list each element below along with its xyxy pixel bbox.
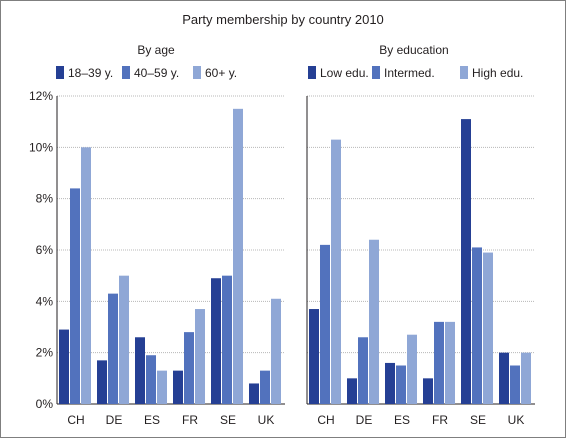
legend-swatch — [193, 66, 201, 79]
legend-label: Low edu. — [320, 66, 369, 80]
bar — [249, 383, 259, 404]
panel-subtitle: By age — [137, 43, 175, 57]
bar — [195, 309, 205, 404]
y-tick-label: 12% — [29, 89, 53, 103]
bar — [483, 252, 493, 404]
legend-swatch — [372, 66, 380, 79]
x-tick-label: DE — [356, 413, 373, 427]
bar — [445, 321, 455, 404]
bar — [184, 332, 194, 404]
bar — [233, 108, 243, 404]
bar — [347, 378, 357, 404]
y-tick-label: 4% — [36, 294, 54, 308]
bar — [472, 247, 482, 404]
bar — [396, 365, 406, 404]
legend-label: 60+ y. — [205, 66, 237, 80]
legend-label: 18–39 y. — [68, 66, 113, 80]
legend-label: High edu. — [472, 66, 523, 80]
bar — [97, 360, 107, 404]
legend-swatch — [460, 66, 468, 79]
bar — [521, 352, 531, 404]
bar — [309, 309, 319, 404]
bar — [499, 352, 509, 404]
bar — [331, 139, 341, 404]
y-tick-label: 2% — [36, 346, 54, 360]
bar — [146, 355, 156, 404]
panel-2: By education Low edu. Intermed. High edu. CH… — [306, 43, 535, 427]
bar — [260, 370, 270, 404]
bar — [434, 321, 444, 404]
bar — [320, 244, 330, 404]
legend-label: 40–59 y. — [134, 66, 179, 80]
bar — [222, 275, 232, 404]
bar — [211, 278, 221, 404]
bar — [81, 147, 91, 405]
bar — [108, 293, 118, 404]
bar — [423, 378, 433, 404]
legend-swatch — [56, 66, 64, 79]
x-tick-label: CH — [67, 413, 84, 427]
bar — [119, 275, 129, 404]
y-tick-label: 10% — [29, 140, 53, 154]
bar — [70, 188, 80, 404]
y-tick-label: 6% — [36, 243, 54, 257]
y-tick-label: 0% — [36, 397, 54, 411]
x-tick-label: SE — [220, 413, 236, 427]
bar — [59, 329, 69, 404]
panel-1: By age 18–39 y. 40–59 y. 60+ y. 0% 2% 4% 6% 8% 10… — [29, 43, 285, 427]
chart-title: Party membership by country 2010 — [182, 12, 384, 27]
legend-swatch — [308, 66, 316, 79]
x-tick-label: FR — [432, 413, 448, 427]
y-tick-label: 8% — [36, 192, 54, 206]
x-tick-label: UK — [258, 413, 275, 427]
x-tick-label: DE — [106, 413, 123, 427]
panel-subtitle: By education — [379, 43, 448, 57]
legend-swatch — [122, 66, 130, 79]
bar — [369, 239, 379, 404]
x-tick-label: SE — [470, 413, 486, 427]
bar — [271, 298, 281, 404]
bar — [358, 337, 368, 404]
x-tick-label: UK — [508, 413, 525, 427]
bar — [157, 370, 167, 404]
x-tick-label: CH — [317, 413, 334, 427]
bar — [135, 337, 145, 404]
legend-label: Intermed. — [384, 66, 435, 80]
bar — [510, 365, 520, 404]
x-tick-label: FR — [182, 413, 198, 427]
x-tick-label: ES — [394, 413, 410, 427]
bar — [461, 119, 471, 404]
bar — [385, 362, 395, 404]
bar — [173, 370, 183, 404]
x-tick-label: ES — [144, 413, 160, 427]
bar — [407, 334, 417, 404]
